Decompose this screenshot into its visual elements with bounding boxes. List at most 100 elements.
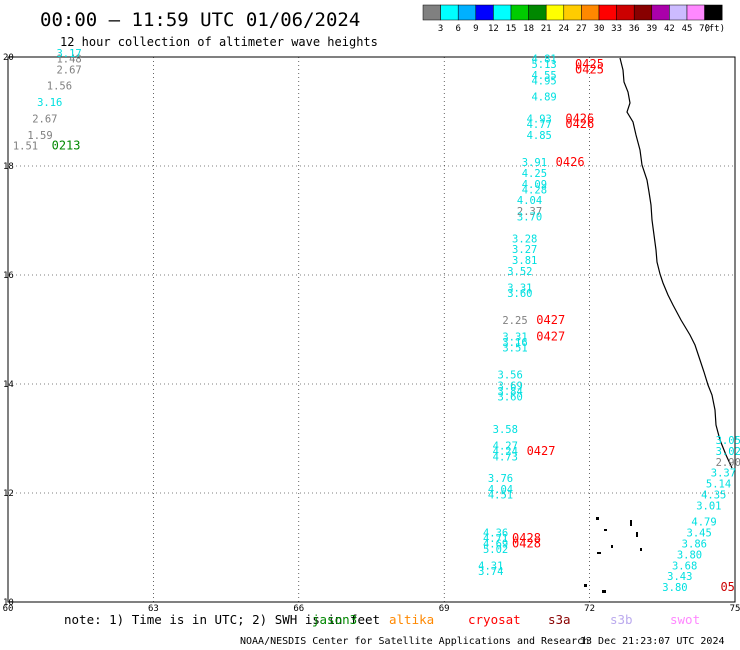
wave-height-label: 4.81 [531,53,556,65]
colorbar-legend: 3 6 9 12 15 18 21 24 27 30 33 36 39 42 45 70(ft) [422,4,725,34]
wave-height-label: 3.31 [507,282,532,294]
satellite-legend: jason3 altika cryosat s3a s3b swot [312,612,700,627]
wave-height-label: 3.58 [493,424,518,436]
colorbar-label: 39 [646,24,657,34]
colorbar-label: 24 [558,24,569,34]
wave-height-label: 3.76 [488,473,513,485]
wave-height-label: 2.67 [56,64,81,76]
wave-height-label: 5.02 [483,544,508,556]
wave-height-label: 3.27 [512,244,537,256]
time-labels: 0213042504250426042604260427042704270428… [52,57,735,594]
time-label: 0426 [556,155,585,169]
colorbar-swatch [457,4,477,21]
colorbar-swatch [581,4,600,21]
wave-height-label: 4.27 [493,440,518,452]
wave-height-label: 4.51 [488,489,513,501]
y-tick-label: 16 [3,271,14,281]
wave-height-label: 3.31 [502,331,527,343]
wave-height-label: 2.90 [716,457,740,469]
colorbar-swatch [545,4,565,21]
chart-subtitle: 12 hour collection of altimeter wave hei… [60,35,378,49]
wave-height-label: 4.35 [701,489,726,501]
y-tick-label: 18 [3,162,14,172]
colorbar-swatch [528,4,547,21]
wave-height-label: 3.56 [498,370,523,382]
colorbar-label: 12 [488,24,499,34]
wave-height-label: 3.60 [507,288,532,300]
wave-height-label: 3.01 [696,500,721,512]
time-label: 0425 [575,57,604,71]
colorbar-swatch [616,4,635,21]
y-tick-label: 14 [3,380,14,390]
satellite-legend-item: s3b [610,612,633,627]
wave-height-label: 3.17 [56,48,81,60]
wave-height-label: 3.86 [682,539,707,551]
wave-height-label: 4.04 [517,195,542,207]
wave-height-label: 1.48 [56,53,81,65]
satellite-legend-item: jason3 [312,612,357,627]
wave-height-label: 4.71 [483,533,508,545]
wave-height-label: 3.70 [517,212,542,224]
time-label: 0425 [575,62,604,76]
y-tick-label: 10 [3,598,14,608]
wave-height-label: 4.36 [483,528,508,540]
wave-height-label: 3.52 [507,266,532,278]
colorbar-label: 45 [682,24,693,34]
wave-height-label: 5.13 [531,59,556,71]
wave-height-label: 3.91 [522,157,547,169]
colorbar-swatch [686,4,705,21]
footer-note: note: 1) Time is in UTC; 2) SWH is in fe… [64,612,380,627]
time-label: 0427 [536,313,565,327]
wave-height-label: 5.14 [706,479,731,491]
wave-height-label: 3.51 [502,342,527,354]
wave-height-label: 3.16 [37,97,62,109]
footer-timestamp: 13 Dec 21:23:07 UTC 2024 [580,636,725,647]
time-label: 0213 [52,139,81,153]
coastline [619,57,733,469]
wave-height-label: 2.67 [32,113,57,125]
wave-height-label: 2.25 [502,315,527,327]
colorbar-label: 27 [576,24,587,34]
colorbar-label: 70 [699,24,710,34]
islands [584,517,642,593]
colorbar-swatch [440,4,459,21]
wave-height-label: 3.69 [498,380,523,392]
chart-title: 00:00 – 11:59 UTC 01/06/2024 [40,9,360,31]
time-label: 0428 [512,531,541,545]
y-tick-label: 12 [3,489,14,499]
wave-height-label: 4.77 [527,119,552,131]
x-tick-label: 75 [730,604,740,614]
wave-height-label: 3.02 [716,446,740,458]
satellite-legend-item: s3a [548,612,571,627]
wave-height-label: 1.59 [27,130,52,142]
wave-height-label: 4.31 [478,560,503,572]
grid-lines [8,57,735,602]
colorbar-label: 33 [611,24,622,34]
wave-height-label: 3.68 [672,560,697,572]
colorbar-label: 18 [523,24,534,34]
colorbar-label: 36 [629,24,640,34]
wave-height-label: 3.43 [667,571,692,583]
satellite-legend-item: cryosat [468,612,521,627]
wave-height-label: 4.28 [522,184,547,196]
colorbar-label: 6 [455,24,460,34]
wave-height-label: 3.84 [498,386,523,398]
footer-credit: NOAA/NESDIS Center for Satellite Applica… [240,636,589,647]
wave-height-label: 3.37 [711,468,736,480]
satellite-legend-item: altika [389,612,434,627]
wave-height-label: 3.60 [498,391,523,403]
colorbar-swatch [598,4,617,21]
wave-height-label: 3.81 [512,255,537,267]
colorbar-label: (ft) [703,24,725,34]
wave-height-label: 4.69 [483,539,508,551]
wave-height-label: 4.25 [522,168,547,180]
wave-height-label: 3.05 [716,435,740,447]
wave-height-label: 3.80 [662,582,687,594]
wave-height-label: 3.16 [502,337,527,349]
wave-height-label: 1.56 [47,81,72,93]
x-tick-label: 66 [293,604,304,614]
wave-height-label: 4.09 [522,179,547,191]
wave-height-label: 3.74 [478,566,503,578]
wave-height-label: 2.37 [517,206,542,218]
time-label: 0428 [512,537,541,551]
